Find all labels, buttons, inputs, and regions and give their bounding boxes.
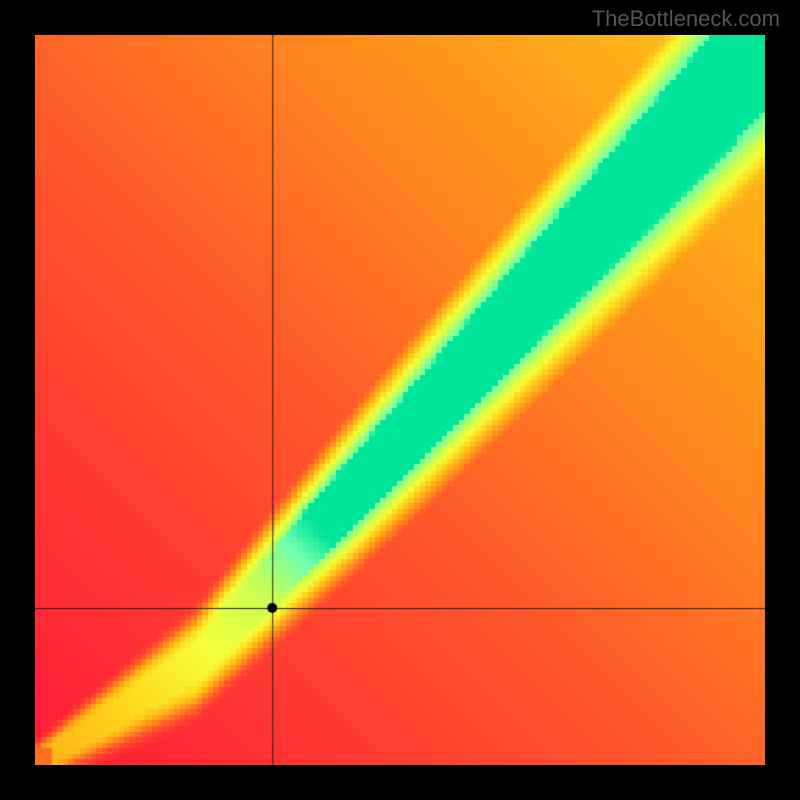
plot-area [35, 35, 765, 765]
watermark-text: TheBottleneck.com [592, 6, 780, 32]
heatmap-canvas [35, 35, 765, 765]
chart-container: TheBottleneck.com [0, 0, 800, 800]
